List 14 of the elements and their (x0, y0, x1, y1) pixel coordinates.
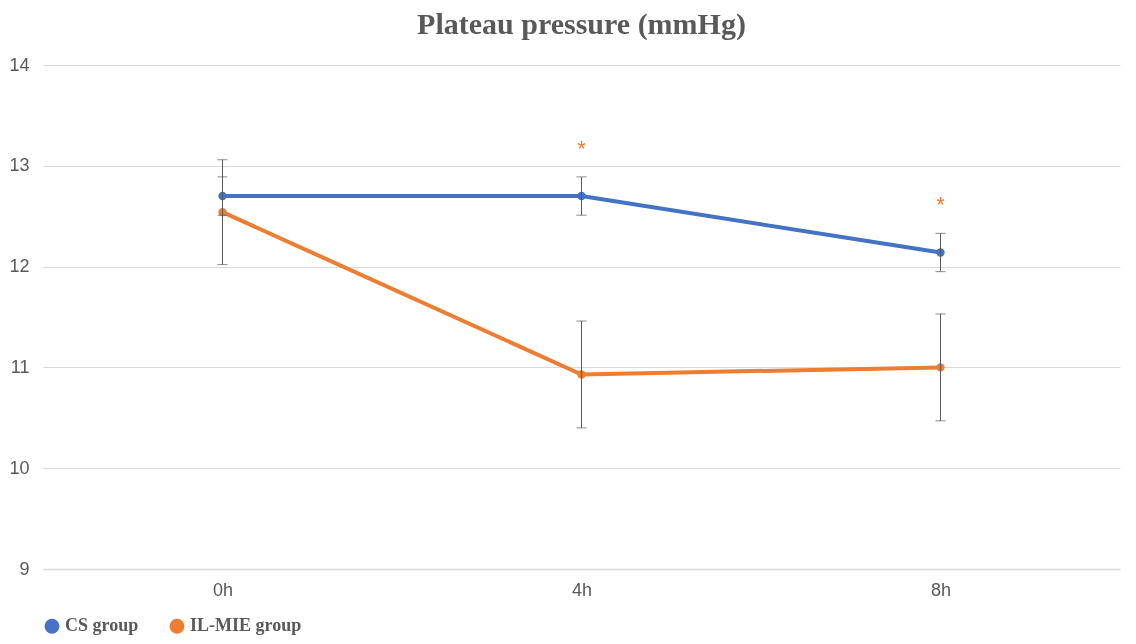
legend-label: IL-MIE group (190, 615, 302, 636)
y-tick-label: 14 (9, 54, 30, 75)
y-tick-label: 10 (9, 457, 30, 478)
chart-title: Plateau pressure (mmHg) (417, 7, 746, 41)
annotation: * (577, 135, 587, 161)
y-tick-label: 13 (9, 155, 30, 176)
y-tick-label: 11 (10, 356, 30, 377)
x-tick-label: 4h (571, 579, 593, 600)
annotation: * (936, 192, 946, 218)
y-tick-label: 9 (19, 558, 30, 579)
x-tick-label: 0h (212, 579, 234, 600)
y-tick-label: 12 (9, 256, 30, 277)
x-tick-label: 8h (930, 579, 952, 600)
legend-label: CS group (65, 615, 139, 636)
